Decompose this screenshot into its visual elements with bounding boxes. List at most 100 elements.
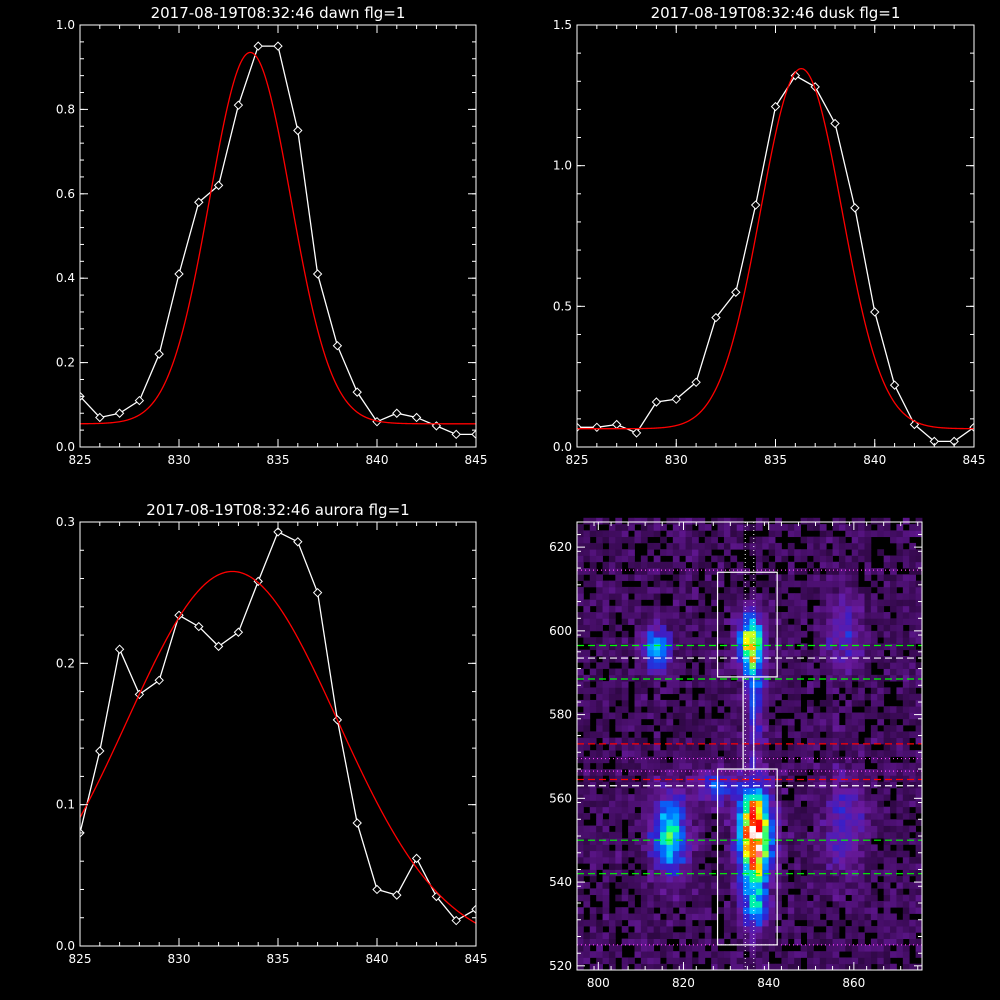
- heatmap-cell: [755, 561, 763, 569]
- heatmap-cell: [730, 693, 738, 701]
- heatmap-cell: [653, 706, 661, 713]
- heatmap-cell: [807, 913, 814, 921]
- heatmap-cell: [640, 769, 648, 776]
- heatmap-cell: [589, 655, 597, 663]
- heatmap-cell: [851, 712, 859, 720]
- heatmap-cell: [864, 907, 872, 914]
- heatmap-cell: [672, 542, 680, 550]
- heatmap-cell: [819, 775, 827, 782]
- heatmap-cell: [723, 781, 731, 789]
- heatmap-cell: [736, 737, 744, 745]
- gaussian-fit-line: [80, 51, 476, 425]
- heatmap-cell: [877, 618, 885, 625]
- heatmap-cell: [832, 549, 840, 556]
- heatmap-cell: [781, 819, 789, 826]
- heatmap-cell: [864, 806, 872, 814]
- heatmap-cell: [768, 599, 776, 607]
- heatmap-cell: [723, 699, 731, 707]
- heatmap-cell: [698, 913, 706, 921]
- heatmap-cell: [800, 731, 808, 739]
- heatmap-cell: [596, 963, 603, 971]
- heatmap-cell: [577, 888, 584, 896]
- heatmap-cell: [864, 825, 872, 833]
- heatmap-cell: [647, 593, 655, 600]
- y-tick-label: 540: [549, 875, 572, 889]
- heatmap-cell: [653, 718, 661, 726]
- heatmap-cell: [608, 649, 616, 657]
- heatmap-cell: [704, 549, 712, 556]
- heatmap-cell: [794, 806, 802, 814]
- heatmap-cell: [845, 938, 853, 946]
- y-tick-label: 1.0: [56, 18, 75, 32]
- heatmap-cell: [692, 894, 699, 902]
- heatmap-cell: [819, 787, 827, 795]
- heatmap-cell: [717, 574, 725, 582]
- heatmap-cell: [768, 762, 776, 770]
- heatmap-cell: [768, 756, 776, 764]
- heatmap-cell: [589, 926, 597, 933]
- heatmap-cell: [685, 712, 693, 720]
- heatmap-cell: [615, 674, 623, 682]
- heatmap-cell: [743, 919, 750, 927]
- heatmap-cell: [660, 932, 667, 939]
- heatmap-cell: [647, 574, 655, 582]
- heatmap-cell: [596, 819, 603, 826]
- heatmap-cell: [845, 844, 853, 852]
- heatmap-cell: [672, 812, 680, 820]
- heatmap-cell: [736, 844, 744, 852]
- heatmap-cell: [672, 549, 680, 556]
- heatmap-cell: [653, 769, 661, 776]
- heatmap-cell: [704, 781, 712, 789]
- heatmap-cell: [826, 926, 833, 933]
- heatmap-cell: [877, 812, 885, 820]
- heatmap-cell: [672, 800, 680, 808]
- heatmap-cell: [698, 637, 706, 644]
- heatmap-cell: [723, 618, 731, 625]
- heatmap-cell: [698, 605, 706, 613]
- heatmap-cell: [692, 838, 699, 845]
- heatmap-cell: [723, 630, 731, 638]
- heatmap-cell: [896, 649, 904, 657]
- heatmap-cell: [711, 674, 718, 682]
- data-point: [332, 341, 343, 351]
- heatmap-cell: [877, 568, 885, 575]
- heatmap-cell: [730, 737, 738, 745]
- heatmap-cell: [583, 599, 591, 607]
- heatmap-cell: [711, 951, 718, 958]
- heatmap-cell: [864, 875, 872, 883]
- heatmap-cell: [845, 769, 853, 776]
- heatmap-cell: [832, 907, 840, 914]
- heatmap-cell: [602, 856, 610, 864]
- heatmap-cell: [890, 743, 897, 751]
- heatmap-cell: [807, 900, 814, 908]
- heatmap-cell: [621, 630, 629, 638]
- heatmap-cell: [653, 555, 661, 563]
- heatmap-cell: [743, 737, 750, 745]
- heatmap-cell: [864, 662, 872, 669]
- heatmap-cell: [602, 593, 610, 600]
- heatmap-cell: [807, 775, 814, 782]
- heatmap-cell: [819, 712, 827, 720]
- heatmap-cell: [577, 894, 584, 902]
- heatmap-cell: [787, 561, 795, 569]
- data-point: [431, 421, 442, 431]
- heatmap-cell: [653, 662, 661, 669]
- heatmap-cell: [794, 856, 802, 864]
- heatmap-cell: [813, 524, 821, 531]
- heatmap-cell: [723, 926, 731, 933]
- heatmap-cell: [653, 743, 661, 751]
- heatmap-cell: [640, 787, 648, 795]
- heatmap-cell: [838, 574, 846, 582]
- heatmap-cell: [621, 637, 629, 644]
- heatmap-cell: [883, 831, 891, 839]
- heatmap-cell: [628, 612, 635, 619]
- heatmap-cell: [768, 938, 776, 946]
- heatmap-cell: [685, 856, 693, 864]
- heatmap-cell: [819, 769, 827, 776]
- data-point: [411, 853, 422, 864]
- heatmap-cell: [621, 882, 629, 889]
- heatmap-cell: [672, 750, 680, 757]
- heatmap-cell: [698, 894, 706, 902]
- heatmap-cell: [902, 536, 910, 544]
- heatmap-cell: [858, 882, 865, 889]
